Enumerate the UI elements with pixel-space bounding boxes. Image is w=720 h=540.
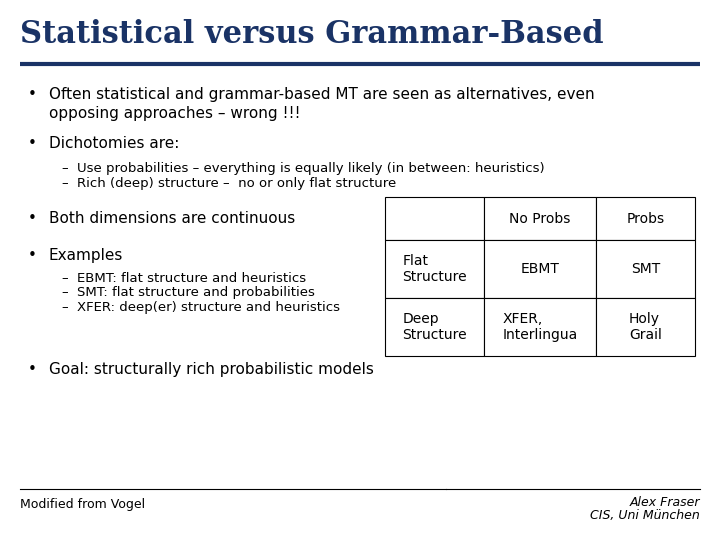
Text: SMT: SMT xyxy=(631,262,660,276)
Text: Deep
Structure: Deep Structure xyxy=(402,312,467,342)
Bar xyxy=(485,240,595,298)
Text: –: – xyxy=(61,177,68,190)
Text: •: • xyxy=(27,248,36,264)
Bar xyxy=(385,298,485,356)
Text: EBMT: flat structure and heuristics: EBMT: flat structure and heuristics xyxy=(77,272,306,285)
Bar xyxy=(485,197,595,240)
Text: Statistical versus Grammar-Based: Statistical versus Grammar-Based xyxy=(20,19,604,50)
Text: Flat
Structure: Flat Structure xyxy=(402,254,467,284)
Bar xyxy=(485,298,595,356)
Bar xyxy=(595,197,695,240)
Text: Holy
Grail: Holy Grail xyxy=(629,312,662,342)
Text: –: – xyxy=(61,162,68,175)
Bar xyxy=(595,240,695,298)
Text: •: • xyxy=(27,87,36,103)
Text: Dichotomies are:: Dichotomies are: xyxy=(49,136,179,151)
Text: Examples: Examples xyxy=(49,248,123,264)
Text: •: • xyxy=(27,136,36,151)
Text: Goal: structurally rich probabilistic models: Goal: structurally rich probabilistic mo… xyxy=(49,362,374,377)
Text: Both dimensions are continuous: Both dimensions are continuous xyxy=(49,211,295,226)
Bar xyxy=(385,240,485,298)
Text: Modified from Vogel: Modified from Vogel xyxy=(20,498,145,511)
Text: Often statistical and grammar-based MT are seen as alternatives, even
opposing a: Often statistical and grammar-based MT a… xyxy=(49,87,595,121)
Text: SMT: flat structure and probabilities: SMT: flat structure and probabilities xyxy=(77,286,315,299)
Text: XFER: deep(er) structure and heuristics: XFER: deep(er) structure and heuristics xyxy=(77,301,340,314)
Text: –: – xyxy=(61,286,68,299)
Text: –: – xyxy=(61,272,68,285)
Text: –: – xyxy=(61,301,68,314)
Text: Use probabilities – everything is equally likely (in between: heuristics): Use probabilities – everything is equall… xyxy=(77,162,544,175)
Text: EBMT: EBMT xyxy=(521,262,559,276)
Bar xyxy=(385,197,485,240)
Text: CIS, Uni München: CIS, Uni München xyxy=(590,509,700,522)
Text: Alex Fraser: Alex Fraser xyxy=(629,496,700,509)
Text: Probs: Probs xyxy=(626,212,665,226)
Text: Rich (deep) structure –  no or only flat structure: Rich (deep) structure – no or only flat … xyxy=(77,177,396,190)
Bar xyxy=(595,298,695,356)
Text: XFER,
Interlingua: XFER, Interlingua xyxy=(503,312,577,342)
Text: •: • xyxy=(27,211,36,226)
Text: No Probs: No Probs xyxy=(509,212,571,226)
Text: •: • xyxy=(27,362,36,377)
